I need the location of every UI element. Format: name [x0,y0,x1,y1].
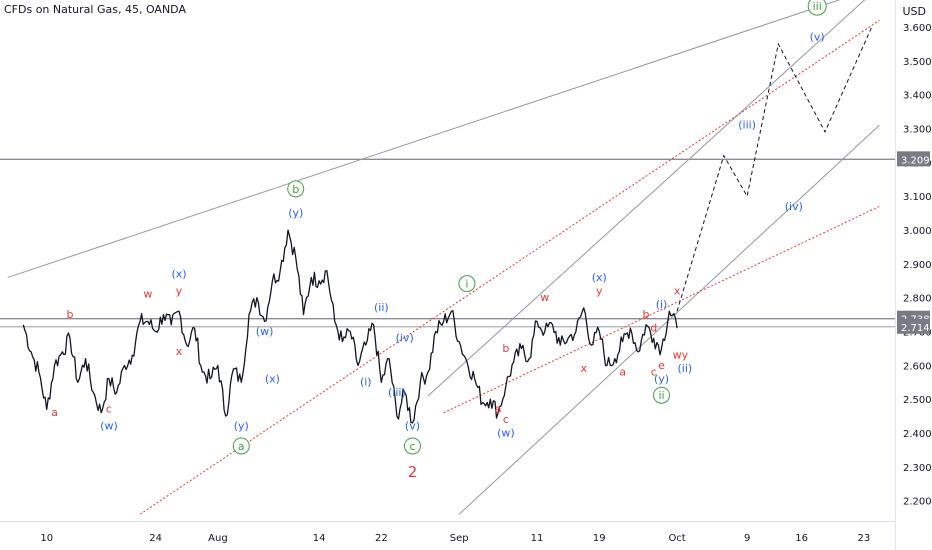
x-tick-label-3: 14 [313,533,326,544]
trendline-red-steep [139,19,880,515]
wave-label-6: (x) [171,267,186,280]
price-tag-2: 2.714 [901,323,930,334]
wave-label-19: c [409,440,415,453]
x-tick-label-1: 24 [149,533,162,544]
wave-label-26: w [540,291,549,304]
price-series [22,229,678,424]
wave-label-32: d [650,322,657,335]
currency-label[interactable]: USD [902,5,926,18]
wave-label-39: w [673,349,682,362]
wave-label-42: (iii) [738,119,756,132]
x-tick-label-7: 19 [593,533,606,544]
wave-circle-21 [458,275,476,293]
y-tick-label-12: 3.400 [903,91,932,102]
wave-label-27: x [580,362,587,375]
y-tick-label-1: 2.300 [903,463,932,474]
y-tick-label-9: 3.100 [903,192,932,203]
wave-label-24: c [503,413,509,426]
wave-label-7: x [176,345,183,358]
wave-label-40: y [682,349,689,362]
price-tag-bg-2 [897,318,930,334]
x-tick-label-11: 23 [858,533,871,544]
wave-label-14: (ii) [374,301,389,314]
x-tick-label-8: Oct [668,533,685,544]
price-axis-separator [895,0,896,550]
wave-label-29: y [596,284,603,297]
x-tick-label-6: 11 [531,533,544,544]
wave-label-22: b [502,342,509,355]
wave-label-41: (ii) [678,362,693,375]
x-tick-label-2: Aug [208,533,228,544]
y-tick-label-6: 2.800 [903,294,932,305]
wave-label-4: w [143,288,152,301]
wave-label-8: (y) [234,420,249,433]
wave-label-17: (iii) [388,386,406,399]
wave-label-20: 2 [408,463,418,481]
wave-label-45: iii [813,0,822,13]
symbol-title: CFDs on Natural Gas, 45, OANDA [4,3,186,16]
wave-circle-45 [807,0,827,16]
trendline-lower-channel [458,124,880,515]
wave-label-3: (w) [100,420,118,433]
wave-label-33: (i) [656,298,668,311]
wave-label-15: (i) [360,376,372,389]
x-tick-label-5: Sep [450,533,469,544]
price-axis-bg [895,0,932,550]
trendline-mid-channel [427,0,866,397]
trendline-red-shallow [443,205,880,414]
wave-label-5: y [176,284,183,297]
y-tick-label-11: 3.300 [903,125,932,136]
wave-label-12: b [292,183,299,196]
wave-label-28: (x) [592,271,607,284]
price-tag-0: 3.209 [901,155,930,166]
wave-label-38: ii [658,389,664,402]
y-tick-label-3: 2.500 [903,395,932,406]
wave-label-23: a [495,403,502,416]
wave-label-37: (y) [654,372,669,385]
x-tick-label-4: 22 [375,533,388,544]
wave-label-44: (v) [810,31,825,44]
wave-label-25: (w) [497,426,515,439]
wave-label-35: c [651,366,657,379]
y-tick-label-14: 3.600 [903,23,932,34]
wave-label-10: (w) [256,325,274,338]
y-tick-label-7: 2.900 [903,260,932,271]
wave-label-34: x [674,284,681,297]
y-tick-label-13: 3.500 [903,57,932,68]
wave-circle-12 [287,180,305,198]
time-axis-separator [0,521,895,522]
wave-label-13: (y) [288,207,303,220]
projection-path [676,26,873,312]
wave-label-0: b [67,308,74,321]
wave-circle-38 [653,386,671,404]
wave-circle-19 [403,437,421,455]
wave-label-31: b [642,308,649,321]
wave-circle-9 [232,437,250,455]
x-tick-label-10: 16 [795,533,808,544]
wave-label-36: e [658,359,665,372]
wave-label-16: (iv) [396,332,414,345]
y-tick-label-4: 2.600 [903,361,932,372]
price-tag-bg-0 [897,151,930,167]
wave-label-30: a [619,366,626,379]
x-tick-label-0: 10 [40,533,53,544]
trendline-upper-channel [7,0,841,278]
wave-label-9: a [238,440,245,453]
wave-label-18: (v) [405,420,420,433]
x-tick-label-9: 9 [744,533,750,544]
y-tick-label-2: 2.400 [903,429,932,440]
wave-label-11: (x) [265,372,280,385]
y-tick-label-8: 3.000 [903,226,932,237]
wave-label-2: c [106,403,112,416]
wave-label-21: i [465,278,468,291]
y-tick-label-0: 2.200 [903,497,932,508]
wave-label-1: a [51,406,58,419]
wave-label-43: (iv) [785,200,803,213]
